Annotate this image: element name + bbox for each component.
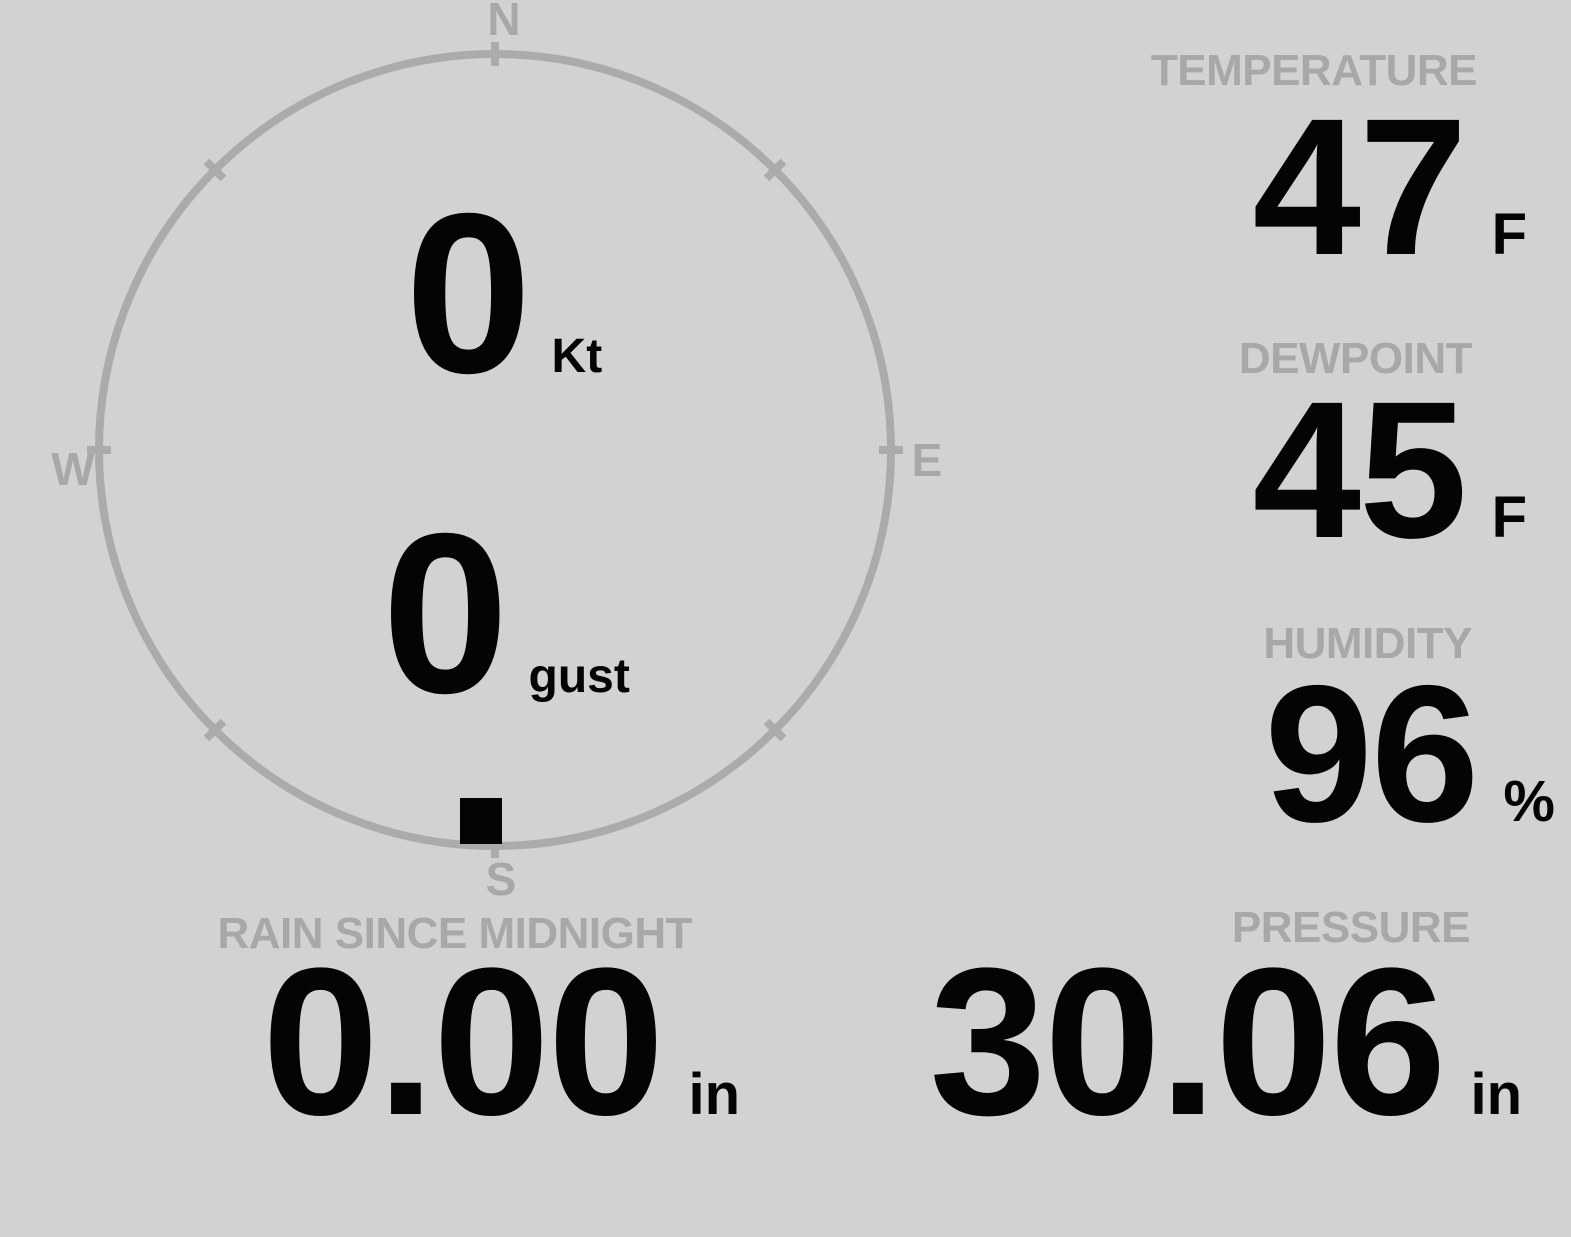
rain-reading: 0.00 in bbox=[262, 937, 740, 1147]
humidity-unit: % bbox=[1503, 769, 1555, 834]
dewpoint-unit: F bbox=[1491, 485, 1527, 550]
dewpoint-reading: 45 F bbox=[1253, 373, 1527, 568]
pressure-label: PRESSURE bbox=[1231, 903, 1471, 952]
pressure-unit: in bbox=[1470, 1062, 1522, 1127]
humidity-reading: 96 % bbox=[1264, 657, 1555, 852]
compass-tick-north bbox=[491, 42, 499, 66]
humidity-value: 96 bbox=[1264, 645, 1479, 863]
wind-gust-value: 0 bbox=[382, 487, 509, 741]
dewpoint-value: 45 bbox=[1252, 361, 1468, 579]
wind-gust-unit: gust bbox=[528, 650, 630, 703]
rain-label: RAIN SINCE MIDNIGHT bbox=[217, 909, 693, 958]
dewpoint-label: DEWPOINT bbox=[1238, 334, 1473, 383]
rain-unit: in bbox=[688, 1062, 740, 1127]
compass-label-south: S bbox=[485, 853, 517, 905]
pressure-reading: 30.06 in bbox=[929, 937, 1522, 1147]
compass-label-north: N bbox=[487, 0, 521, 45]
temperature-value: 47 bbox=[1252, 78, 1468, 296]
temperature-label: TEMPERATURE bbox=[1150, 46, 1478, 95]
compass-tick-east bbox=[879, 446, 903, 454]
wind-speed-value: 0 bbox=[405, 167, 532, 421]
pressure-value: 30.06 bbox=[929, 924, 1446, 1159]
humidity-label: HUMIDITY bbox=[1263, 619, 1472, 668]
wind-speed-unit: Kt bbox=[551, 330, 603, 383]
compass-label-west: W bbox=[51, 443, 95, 495]
wind-direction-marker bbox=[460, 798, 502, 844]
compass-label-east: E bbox=[911, 434, 943, 486]
temperature-reading: 47 F bbox=[1253, 90, 1527, 285]
temperature-unit: F bbox=[1491, 202, 1527, 267]
wind-speed: 0 Kt bbox=[405, 180, 602, 408]
wind-gust: 0 gust bbox=[382, 500, 630, 728]
rain-value: 0.00 bbox=[262, 924, 664, 1159]
